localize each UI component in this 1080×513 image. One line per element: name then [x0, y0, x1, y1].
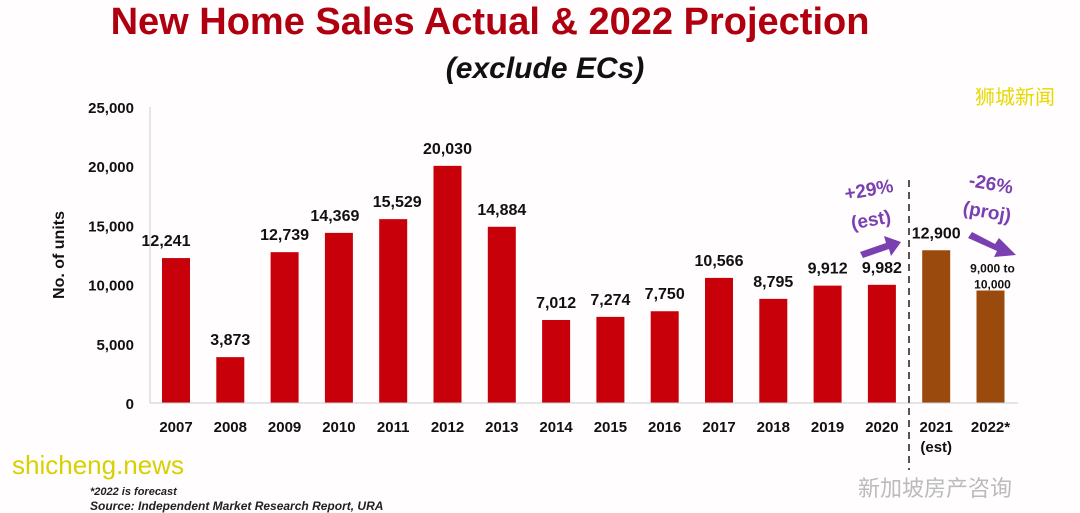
watermark-bottom: 新加坡房产咨询: [858, 476, 1012, 501]
x-tick-label: 2013: [485, 419, 518, 436]
data-label: 7,012: [536, 295, 576, 312]
x-tick-label: 2009: [268, 419, 301, 436]
data-label: 8,795: [753, 274, 793, 291]
x-tick-label: 2015: [594, 419, 627, 436]
data-label: 12,241: [142, 233, 191, 250]
bar-2014: [542, 319, 571, 403]
y-tick-label: 20,000: [88, 159, 134, 176]
bar-2021: [922, 250, 951, 403]
data-label: 7,274: [590, 292, 630, 309]
data-label: 3,873: [210, 332, 250, 349]
data-label: 9,000 to 10,000: [970, 262, 1015, 292]
x-tick-label: 2021: [920, 419, 953, 436]
x-tick-label: 2022*: [971, 419, 1010, 436]
x-tick-label: 2019: [811, 419, 844, 436]
bar-2012: [433, 165, 462, 403]
bar-2011: [379, 219, 408, 403]
x-tick-label: 2018: [757, 419, 790, 436]
bar-2015: [596, 316, 625, 403]
data-label: 12,739: [260, 227, 309, 244]
x-tick-label: 2011: [377, 419, 410, 436]
bar-2019: [813, 285, 842, 403]
growth-annotation: +29% (est): [843, 176, 901, 258]
x-tick-label: 2017: [702, 419, 735, 436]
x-tick-label: 2014: [539, 419, 573, 436]
bar-2007: [162, 258, 190, 403]
y-tick-label: 0: [126, 396, 134, 413]
x-tick-label: 2007: [159, 419, 192, 436]
x-tick-label: 2010: [322, 419, 355, 436]
x-tick-label: 2012: [431, 419, 464, 436]
decline-pct: -26%: [967, 170, 1014, 198]
footnote: *2022 is forecast: [90, 486, 178, 498]
decline-annotation: -26% (proj): [961, 170, 1016, 257]
bar-2022: [976, 290, 1005, 403]
data-label: 9,982: [862, 260, 902, 277]
data-label: 15,529: [373, 194, 422, 211]
y-axis-label: No. of units: [51, 211, 68, 299]
data-label: 10,566: [695, 253, 744, 270]
y-tick-label: 15,000: [88, 218, 134, 235]
data-label: 14,884: [477, 202, 526, 219]
chart-subtitle: (exclude ECs): [446, 52, 644, 85]
growth-pct: +29%: [843, 176, 895, 205]
bar-2010: [324, 232, 353, 403]
x-tick-sublabel: (est): [920, 439, 952, 456]
data-label: 9,912: [808, 261, 848, 278]
data-label: 12,900: [912, 225, 961, 242]
chart-title: New Home Sales Actual & 2022 Projection: [111, 1, 870, 43]
y-tick-label: 10,000: [88, 278, 134, 295]
x-tick-label: 2016: [648, 419, 681, 436]
bar-2020: [867, 284, 896, 403]
bar-2013: [487, 226, 516, 403]
decline-sub: (proj): [961, 198, 1012, 227]
watermark-site: shicheng.news: [12, 450, 184, 480]
x-tick-label: 2020: [865, 419, 898, 436]
bar-2016: [650, 311, 679, 403]
data-label: 20,030: [423, 141, 472, 158]
watermark-top: 狮城新闻: [975, 86, 1055, 109]
data-label: 7,750: [645, 286, 685, 303]
growth-sub: (est): [849, 207, 892, 235]
down-arrow-icon: [968, 232, 1016, 257]
bar-2009: [270, 252, 299, 403]
bar-2018: [759, 298, 788, 403]
y-tick-label: 25,000: [88, 100, 134, 117]
source: Source: Independent Market Research Repo…: [90, 499, 383, 513]
y-tick-label: 5,000: [96, 337, 134, 354]
up-arrow-icon: [860, 236, 901, 258]
bar-2008: [216, 357, 245, 403]
data-label: 14,369: [310, 208, 359, 225]
bar-2017: [705, 277, 733, 403]
x-tick-label: 2008: [214, 419, 247, 436]
